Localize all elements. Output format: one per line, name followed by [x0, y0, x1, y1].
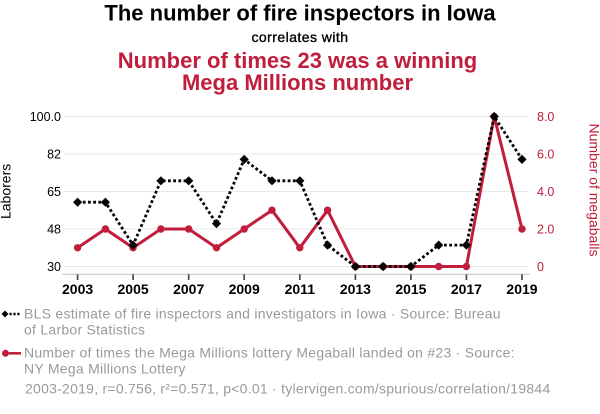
svg-text:100.0: 100.0 [30, 110, 61, 124]
svg-text:Number of times the Mega Milli: Number of times the Mega Millions lotter… [24, 345, 515, 361]
svg-text:2005: 2005 [118, 281, 149, 297]
svg-text:2017: 2017 [451, 281, 482, 297]
svg-text:Mega Millions number: Mega Millions number [182, 70, 413, 95]
svg-text:6.0: 6.0 [537, 148, 554, 162]
svg-text:48: 48 [47, 222, 61, 236]
svg-text:correlates with: correlates with [251, 29, 348, 45]
svg-text:2015: 2015 [395, 281, 426, 297]
svg-text:4.0: 4.0 [537, 185, 554, 199]
svg-text:2019: 2019 [506, 281, 537, 297]
svg-text:2003-2019, r=0.756, r²=0.571,: 2003-2019, r=0.756, r²=0.571, p<0.01 · t… [25, 381, 550, 397]
svg-text:2007: 2007 [173, 281, 204, 297]
svg-text:2013: 2013 [340, 281, 371, 297]
svg-text:NY Mega Millions Lottery: NY Mega Millions Lottery [24, 361, 186, 377]
svg-text:65: 65 [47, 185, 61, 199]
svg-text:Number of megaballs: Number of megaballs [587, 123, 600, 256]
svg-text:of Larbor Statistics: of Larbor Statistics [24, 322, 145, 338]
svg-text:0: 0 [537, 260, 544, 274]
svg-text:2009: 2009 [229, 281, 260, 297]
svg-text:82: 82 [47, 147, 61, 161]
svg-text:2003: 2003 [62, 281, 93, 297]
svg-text:Laborers: Laborers [0, 164, 14, 219]
svg-text:2011: 2011 [285, 281, 316, 297]
svg-text:8.0: 8.0 [537, 110, 554, 124]
svg-text:Number of times 23 was a winni: Number of times 23 was a winning [118, 48, 477, 73]
svg-text:30: 30 [47, 260, 61, 274]
svg-text:The number of fire inspectors: The number of fire inspectors in Iowa [104, 0, 496, 25]
svg-text:BLS estimate of fire inspector: BLS estimate of fire inspectors and inve… [24, 306, 501, 322]
svg-text:2.0: 2.0 [537, 223, 554, 237]
